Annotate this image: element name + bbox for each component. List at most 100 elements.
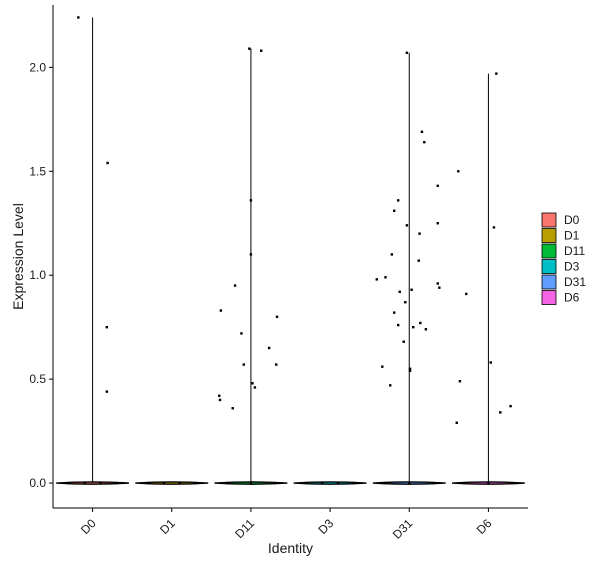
violin-d6 — [451, 72, 525, 485]
data-point — [436, 282, 439, 285]
legend-swatch — [541, 212, 557, 228]
legend-label: D0 — [564, 213, 580, 227]
legend-label: D11 — [564, 244, 585, 258]
violin-d31 — [372, 51, 446, 485]
data-point — [231, 407, 234, 410]
data-point — [408, 367, 412, 370]
legend-label: D31 — [564, 275, 586, 289]
legend-swatch — [541, 228, 557, 243]
data-point — [240, 332, 243, 335]
legend-label: D3 — [564, 260, 580, 274]
x-tick-label: D1 — [157, 516, 178, 537]
data-point — [408, 369, 412, 373]
data-point — [418, 232, 421, 235]
data-point — [242, 363, 245, 366]
data-point — [384, 481, 387, 485]
data-point — [336, 481, 340, 485]
data-point — [458, 380, 462, 383]
data-point — [489, 361, 492, 364]
data-point — [106, 161, 109, 165]
data-point — [83, 481, 86, 485]
y-tick-label: 1.0 — [29, 268, 46, 282]
data-point — [431, 481, 435, 485]
legend-item-d31: D31 — [541, 274, 586, 290]
data-point — [275, 315, 279, 318]
data-point — [249, 481, 253, 485]
violin-d3 — [293, 481, 367, 485]
data-point — [390, 253, 394, 256]
data-point — [320, 481, 324, 485]
x-axis-title: Identity — [268, 540, 313, 556]
x-tick-label: D6 — [474, 516, 495, 537]
data-point — [420, 130, 424, 133]
legend-item-d3: D3 — [541, 259, 580, 274]
data-point — [389, 384, 392, 387]
x-tick-label: D3 — [315, 516, 336, 537]
data-point — [275, 363, 278, 366]
data-point — [423, 140, 426, 144]
data-point — [436, 222, 439, 225]
legend-item-d11: D11 — [541, 243, 585, 259]
y-tick-label: 1.5 — [29, 164, 46, 178]
plot-area — [56, 16, 525, 485]
data-point — [436, 184, 439, 188]
data-point — [384, 276, 387, 279]
axes: 0.0 0.5 1.0 1.5 2.0 D0 D1 D11 D3 D31 D6 — [29, 5, 528, 542]
data-point — [146, 481, 150, 485]
data-point — [248, 47, 251, 50]
data-point — [115, 481, 118, 485]
violin-d0 — [56, 16, 130, 485]
data-point — [419, 321, 422, 325]
data-point — [487, 481, 490, 485]
x-tick-label: D11 — [232, 516, 257, 541]
data-point — [510, 481, 514, 485]
data-point — [465, 292, 468, 296]
data-point — [77, 16, 80, 19]
legend-item-d6: D6 — [541, 290, 580, 305]
data-point — [218, 394, 221, 397]
legend-label: D6 — [564, 291, 580, 305]
data-point — [249, 253, 253, 256]
data-point — [381, 365, 384, 368]
data-point — [393, 209, 396, 212]
data-point — [267, 346, 271, 350]
data-point — [463, 481, 466, 485]
x-tick-label: D31 — [390, 516, 416, 542]
legend-swatch — [541, 290, 557, 305]
data-point — [105, 390, 109, 393]
legend-swatch — [541, 259, 557, 274]
data-point — [273, 481, 276, 485]
violin-body — [56, 481, 130, 485]
data-point — [424, 328, 428, 331]
data-point — [253, 386, 257, 389]
legend-swatch — [541, 243, 557, 259]
legend-swatch — [541, 274, 557, 290]
data-point — [105, 325, 109, 329]
data-point — [402, 340, 405, 343]
data-point — [194, 481, 197, 485]
data-point — [405, 51, 409, 55]
data-point — [225, 481, 229, 485]
data-point — [260, 49, 263, 52]
data-point — [398, 290, 401, 294]
data-point — [305, 481, 308, 485]
data-point — [408, 481, 411, 485]
legend-item-d1: D1 — [541, 228, 580, 243]
data-point — [412, 325, 415, 329]
data-point — [417, 259, 420, 262]
data-point — [492, 226, 496, 229]
data-point — [219, 309, 223, 312]
data-point — [178, 481, 181, 485]
data-point — [251, 382, 254, 385]
data-point — [405, 224, 409, 227]
y-tick-label: 2.0 — [29, 60, 46, 74]
data-point — [396, 199, 400, 202]
data-point — [410, 288, 413, 291]
data-point — [218, 398, 222, 402]
data-point — [396, 323, 400, 327]
y-axis-title: Expression Level — [10, 203, 26, 310]
data-point — [499, 411, 502, 414]
data-point — [249, 199, 253, 202]
